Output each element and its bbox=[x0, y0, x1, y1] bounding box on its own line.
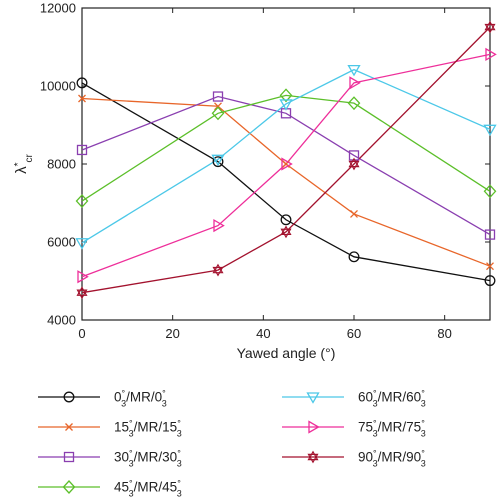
data-point-5-0 bbox=[77, 270, 89, 284]
data-point-6-1 bbox=[212, 263, 224, 277]
series-line-5 bbox=[81, 53, 491, 278]
data-point-3-0 bbox=[75, 194, 89, 209]
axis-ticks: 0 20 40 60 80 4000 6000 8000 10000 12000 bbox=[40, 1, 490, 341]
legend-item-1: 15° 3/MR/15° 3 bbox=[38, 419, 182, 439]
legend-label: 15° 3/MR/15° 3 bbox=[114, 419, 182, 439]
legend-item-4: 60° 3/MR/60° 3 bbox=[282, 389, 426, 409]
data-point-2-4 bbox=[484, 229, 496, 240]
legend-label: 90° 3/MR/90° 3 bbox=[358, 449, 426, 469]
x-tick-label: 20 bbox=[165, 326, 179, 341]
data-point-6-4 bbox=[484, 20, 496, 34]
data-point-3-2 bbox=[279, 88, 293, 103]
legend-marker bbox=[63, 451, 75, 463]
y-axis-label-sup: * bbox=[13, 162, 24, 166]
data-point-4-0 bbox=[75, 238, 89, 250]
data-point-3-3 bbox=[347, 96, 361, 111]
data-point-2-1 bbox=[212, 91, 224, 102]
series-lines bbox=[81, 26, 491, 294]
series-markers bbox=[75, 20, 497, 300]
legend-item-6: 90° 3/MR/90° 3 bbox=[282, 449, 426, 469]
data-point-5-1 bbox=[213, 218, 225, 233]
data-point-3-1 bbox=[211, 106, 225, 121]
series-line-4 bbox=[81, 68, 491, 244]
legend-label: 0° 3/MR/0° 3 bbox=[114, 389, 167, 409]
series-line-2 bbox=[81, 95, 491, 236]
y-axis-label-sub: cr bbox=[24, 153, 35, 162]
x-tick-label: 0 bbox=[78, 326, 85, 341]
data-point-0-4 bbox=[484, 275, 496, 287]
y-tick-label: 12000 bbox=[40, 1, 76, 16]
series-line-1 bbox=[81, 97, 491, 267]
y-axis-label: λ*cr bbox=[13, 153, 35, 173]
data-point-3-4 bbox=[483, 184, 497, 199]
x-tick-label: 40 bbox=[256, 326, 270, 341]
data-point-4-1 bbox=[211, 154, 225, 167]
legend-item-2: 30° 3/MR/30° 3 bbox=[38, 449, 182, 469]
legend-label: 75° 3/MR/75° 3 bbox=[358, 419, 426, 439]
data-point-5-3 bbox=[349, 76, 361, 90]
legend-marker bbox=[306, 392, 320, 404]
legend-marker bbox=[307, 450, 319, 464]
data-point-4-3 bbox=[347, 64, 361, 77]
y-axis-label-main: λ bbox=[13, 166, 30, 174]
series-line-3 bbox=[81, 94, 491, 202]
data-point-0-2 bbox=[280, 214, 292, 226]
data-point-6-0 bbox=[76, 286, 88, 300]
data-point-5-2 bbox=[281, 157, 293, 171]
data-point-6-3 bbox=[348, 157, 360, 171]
y-tick-label: 4000 bbox=[47, 313, 76, 328]
x-tick-label: 60 bbox=[347, 326, 361, 341]
data-point-0-0 bbox=[76, 77, 88, 89]
data-point-5-4 bbox=[485, 47, 497, 62]
series-line-0 bbox=[81, 82, 491, 282]
data-point-2-0 bbox=[76, 144, 88, 156]
data-point-4-4 bbox=[483, 124, 497, 137]
legend-marker bbox=[308, 420, 320, 434]
legend-item-5: 75° 3/MR/75° 3 bbox=[282, 419, 426, 439]
data-point-1-3 bbox=[350, 209, 358, 218]
x-tick-label: 80 bbox=[437, 326, 451, 341]
legend-marker bbox=[63, 391, 75, 403]
y-tick-label: 10000 bbox=[40, 79, 76, 94]
svg-text:λ*cr: λ*cr bbox=[13, 153, 35, 173]
series-line-6 bbox=[81, 26, 491, 294]
legend-item-3: 45° 3/MR/45° 3 bbox=[38, 479, 182, 499]
data-point-1-4 bbox=[486, 262, 494, 271]
legend-label: 45° 3/MR/45° 3 bbox=[114, 479, 182, 499]
data-point-1-1 bbox=[214, 102, 222, 111]
legend-marker bbox=[65, 423, 73, 431]
x-axis-label: Yawed angle (°) bbox=[237, 345, 336, 361]
y-tick-label: 8000 bbox=[47, 157, 76, 172]
data-point-0-1 bbox=[212, 156, 224, 168]
legend-label: 60° 3/MR/60° 3 bbox=[358, 389, 426, 409]
legend-label: 30° 3/MR/30° 3 bbox=[114, 449, 182, 469]
data-point-0-3 bbox=[348, 251, 360, 263]
data-point-6-2 bbox=[280, 225, 292, 239]
legend: 0° 3/MR/0° 3 15° 3/MR/15° 3 30° 3/MR/30° 3 45° 3/M… bbox=[38, 389, 426, 499]
data-point-1-0 bbox=[78, 94, 86, 103]
legend-item-0: 0° 3/MR/0° 3 bbox=[38, 389, 167, 409]
legend-marker bbox=[62, 480, 76, 494]
y-tick-label: 6000 bbox=[47, 235, 76, 250]
data-point-4-2 bbox=[279, 99, 293, 111]
